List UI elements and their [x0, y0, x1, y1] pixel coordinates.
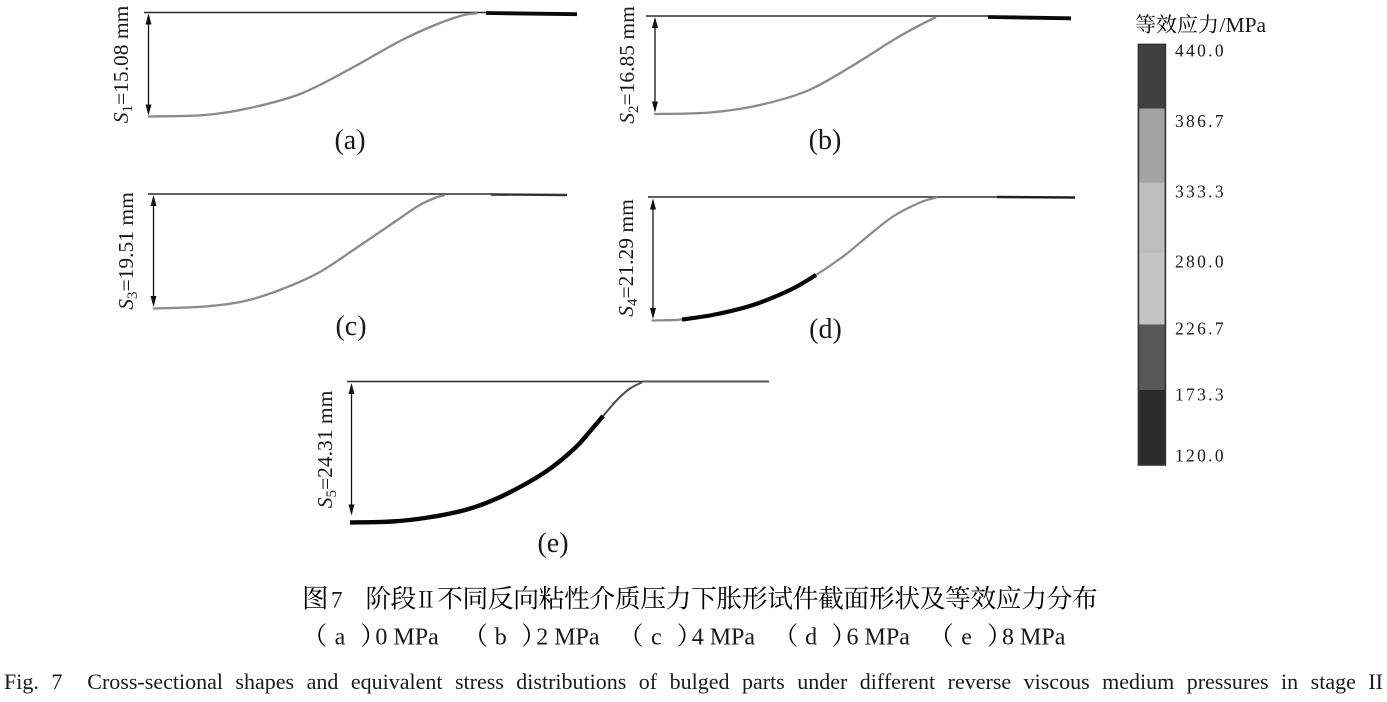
svg-text:280.0: 280.0 — [1175, 252, 1226, 272]
svg-text:c: c — [651, 625, 662, 651]
svg-text:S2=16.85 mm: S2=16.85 mm — [615, 6, 642, 124]
svg-text:173.3: 173.3 — [1175, 385, 1226, 405]
svg-text:120.0: 120.0 — [1175, 446, 1226, 466]
svg-text:S5=24.31 mm: S5=24.31 mm — [313, 390, 340, 508]
svg-text:e: e — [961, 625, 972, 651]
svg-text:2 MPa: 2 MPa — [536, 625, 600, 651]
svg-text:S1=15.08 mm: S1=15.08 mm — [109, 5, 136, 123]
svg-text:a: a — [335, 625, 346, 651]
svg-text:S4=21.29 mm: S4=21.29 mm — [614, 199, 641, 317]
svg-text:4 MPa: 4 MPa — [692, 625, 756, 651]
svg-text:/MPa: /MPa — [1220, 13, 1267, 37]
svg-text:6 MPa: 6 MPa — [847, 625, 911, 651]
svg-text:(d): (d) — [809, 314, 842, 345]
svg-text:(a): (a) — [334, 125, 365, 156]
svg-text:8 MPa: 8 MPa — [1002, 625, 1066, 651]
svg-text:d: d — [805, 625, 817, 651]
svg-text:440.0: 440.0 — [1175, 41, 1226, 61]
svg-text:7: 7 — [331, 588, 343, 613]
svg-text:S3=19.51 mm: S3=19.51 mm — [114, 192, 141, 310]
svg-text:386.7: 386.7 — [1175, 111, 1226, 131]
svg-text:(c): (c) — [335, 311, 366, 342]
svg-text:333.3: 333.3 — [1175, 182, 1226, 202]
svg-text:b: b — [495, 625, 507, 651]
svg-text:226.7: 226.7 — [1175, 319, 1226, 339]
svg-text:(b): (b) — [809, 125, 842, 156]
svg-text:(e): (e) — [537, 528, 568, 559]
svg-text:0 MPa: 0 MPa — [375, 625, 439, 651]
